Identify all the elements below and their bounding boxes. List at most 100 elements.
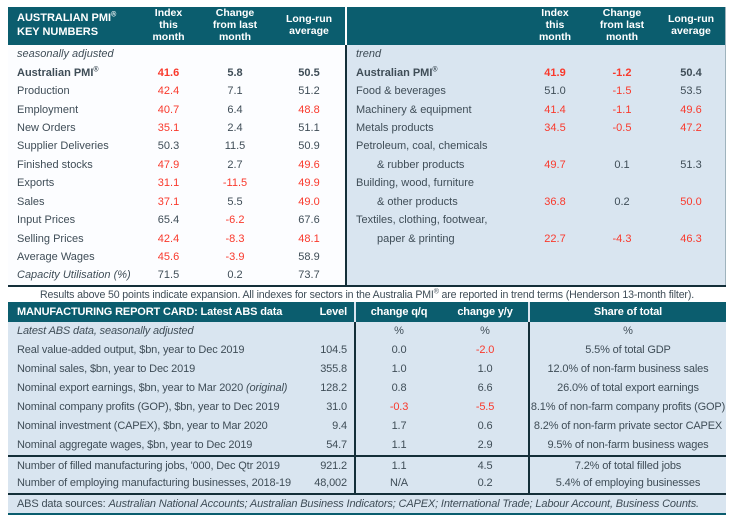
report-card-body: Real value-added output, $bn, year to De… [8,341,726,493]
row-change-qq: 1.0 [354,360,442,379]
row-share: 5.4% of employing businesses [528,474,726,493]
table-row: Production 42.4 7.1 51.2 [8,82,345,100]
row-value: 42.4 [157,232,180,245]
row-label: Nominal sales, $bn, year to Dec 2019 [17,363,196,375]
row-value: -8.3 [225,232,245,245]
row-value: 22.7 [544,232,566,245]
table-row: Supplier Deliveries 50.3 11.5 50.9 [8,137,345,155]
row-share: 9.5% of non-farm business wages [528,436,726,455]
table-row: Selling Prices 42.4 -8.3 48.1 [8,229,345,247]
row-label: Food & beverages [356,85,446,98]
row-label: Supplier Deliveries [17,140,109,153]
table-row: Average Wages 45.6 -3.9 58.9 [8,248,345,266]
row-label: Capacity Utilisation (%) [17,269,131,282]
row-label: trend [356,48,382,61]
table-row: Australian PMI® 41.6 5.8 50.5 [8,63,345,81]
row-label: New Orders [17,121,76,134]
table-row: Metals products 34.5 -0.5 47.2 [347,119,725,137]
row-value: 37.1 [157,195,180,208]
row-label: Metals products [356,121,434,134]
row-value: 73.7 [298,269,320,282]
table-row: Food & beverages 51.0 -1.5 53.5 [347,82,725,100]
row-value: 51.1 [298,121,320,134]
row-value: 6.4 [227,103,243,116]
row-value: 48.8 [298,103,320,116]
row-value: 53.5 [680,85,702,98]
row-label: Machinery & equipment [356,103,472,116]
row-level: 48,002 [314,477,347,489]
table-row: Number of filled manufacturing jobs, '00… [8,455,726,476]
row-label: Real value-added output, $bn, year to De… [17,344,245,356]
row-change-qq: 1.7 [354,417,442,436]
table-row: trend [347,45,725,63]
row-value: 42.4 [157,85,180,98]
row-value: -3.9 [225,251,245,264]
row-value: 34.5 [544,121,566,134]
row-value: -6.2 [225,214,245,227]
row-value: 5.8 [227,66,243,79]
row-value: 50.5 [298,66,320,79]
row-value: 11.5 [224,140,246,153]
row-label: Exports [17,177,55,190]
row-label: Employment [17,103,79,116]
row-value: -1.5 [612,85,632,98]
footer-sources: Australian National Accounts; Australian… [108,498,699,510]
row-value: 40.7 [157,103,180,116]
row-level: 921.2 [320,460,347,472]
table-row: Petroleum, coal, chemicals [347,137,725,155]
row-value: 5.5 [227,195,243,208]
row-label: Australian PMI® [356,66,438,79]
row-value: 51.2 [298,85,320,98]
row-value: 65.4 [157,214,180,227]
row-change-qq: 1.1 [354,457,442,476]
row-value: 50.4 [680,66,702,79]
row-label: Average Wages [17,251,95,264]
row-value: 0.2 [614,195,630,208]
trend-table-body: trend Australian PMI® 41.9 -1.2 50.4 Food & b… [347,45,725,285]
expansion-note: Results above 50 points indicate expansi… [8,285,726,302]
table-row: Nominal sales, $bn, year to Dec 2019 355.… [8,360,726,379]
row-change-yy: 2.9 [477,439,493,451]
table-row: Employment 40.7 6.4 48.8 [8,100,345,118]
col-header: Change from last month [212,7,258,43]
table-row: Capacity Utilisation (%) 71.5 0.2 73.7 [8,266,345,284]
row-level: 355.8 [320,363,347,375]
seasonally-adjusted-table: AUSTRALIAN PMI® KEY NUMBERS Index this m… [8,7,345,285]
table-row: Exports 31.1 -11.5 49.9 [8,174,345,192]
row-value: 49.6 [298,158,320,171]
row-value: 41.9 [544,66,566,79]
row-value: 49.9 [298,177,320,190]
row-value: 49.0 [298,195,320,208]
table-row: Nominal company profits (GOP), $bn, year… [8,398,726,417]
table-row: Real value-added output, $bn, year to De… [8,341,726,360]
row-value: 2.7 [227,158,243,171]
row-value: 0.1 [614,158,630,171]
table-row: Building, wood, furniture [347,174,725,192]
row-value: 49.7 [544,158,566,171]
data-sources-footer: ABS data sources: Australian National Ac… [8,493,726,513]
table-row: Finished stocks 47.9 2.7 49.6 [8,156,345,174]
subheader-label: Latest ABS data, seasonally adjusted [17,325,194,337]
row-label: seasonally adjusted [17,48,114,61]
col-header-change-qq: change q/q [354,302,442,322]
report-card-table: MANUFACTURING REPORT CARD: Latest ABS da… [8,302,726,515]
row-share: 8.1% of non-farm company profits (GOP) [528,398,726,417]
row-value: 51.3 [680,158,702,171]
report-card-title: MANUFACTURING REPORT CARD: Latest ABS da… [17,306,283,318]
col-header: Index this month [152,7,185,43]
row-level: 128.2 [320,382,347,394]
row-value: 51.0 [544,85,566,98]
table-row: Nominal export earnings, $bn, year to Ma… [8,379,726,398]
row-change-qq: 0.8 [354,379,442,398]
row-label: Building, wood, furniture [356,177,475,190]
seasonally-adjusted-table-body: seasonally adjusted Australian PMI® 41.6 5.… [8,45,345,285]
subheader-level-spacer [306,322,354,341]
table-row: Australian PMI® 41.9 -1.2 50.4 [347,63,725,81]
row-label: Textiles, clothing, footwear, [356,214,488,227]
row-label: Production [17,85,70,98]
row-value: 41.4 [544,103,566,116]
col-header: Index this month [538,7,572,43]
row-label: Input Prices [17,214,76,227]
table-row: Nominal investment (CAPEX), $bn, year to… [8,417,726,436]
